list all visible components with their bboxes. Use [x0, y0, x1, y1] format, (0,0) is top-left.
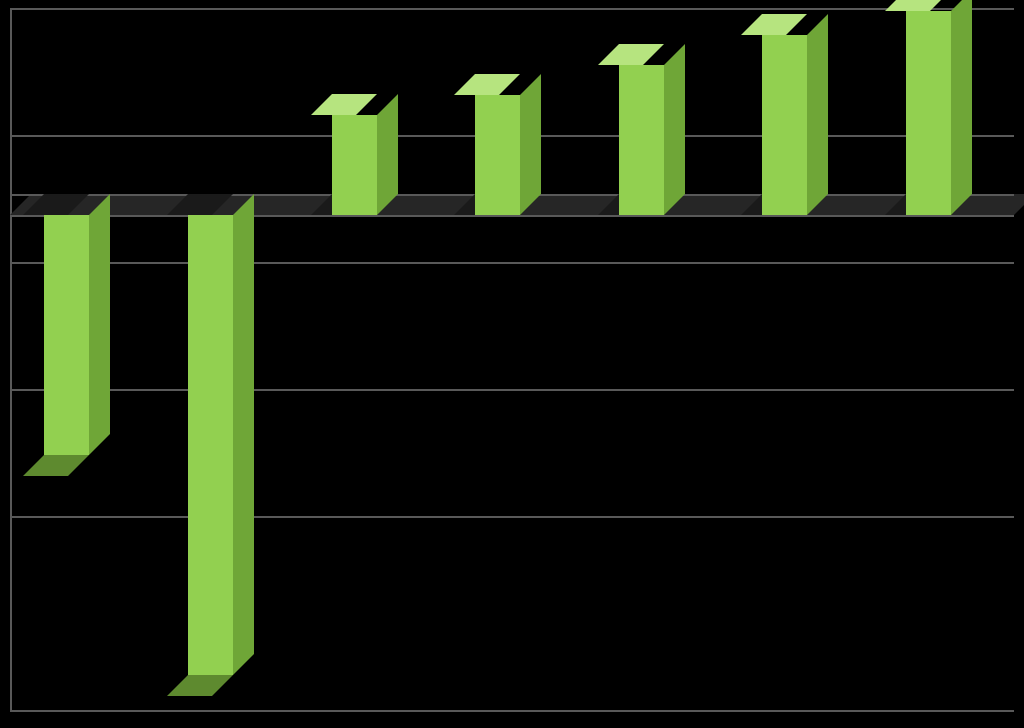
bar [332, 115, 377, 215]
bar [44, 215, 89, 455]
bar-bottom-cap [167, 675, 233, 696]
bar-top-cap [885, 0, 951, 11]
bar-shadow [23, 194, 89, 215]
bars [10, 8, 1014, 710]
bar-front [906, 11, 951, 215]
gridline [10, 710, 1014, 712]
bar [762, 35, 807, 215]
bar [619, 65, 664, 215]
bar-top-cap [311, 94, 377, 115]
bar-side [377, 94, 398, 215]
bar-side [89, 194, 110, 455]
bar-front [619, 65, 664, 215]
bar-front [475, 95, 520, 215]
bar-side [520, 74, 541, 215]
bar-side [807, 14, 828, 215]
bar-top-cap [598, 44, 664, 65]
bar [475, 95, 520, 215]
bar-top-cap [454, 74, 520, 95]
bar-front [44, 215, 89, 455]
bar-shadow [167, 194, 233, 215]
bar [188, 215, 233, 675]
bar-top-cap [741, 14, 807, 35]
plot-area [10, 8, 1014, 710]
bar-side [233, 194, 254, 675]
bar-front [188, 215, 233, 675]
bar-front [332, 115, 377, 215]
bar-chart [0, 0, 1024, 728]
bar-bottom-cap [23, 455, 89, 476]
bar-side [951, 0, 972, 215]
bar [906, 11, 951, 215]
bar-front [762, 35, 807, 215]
bar-side [664, 44, 685, 215]
